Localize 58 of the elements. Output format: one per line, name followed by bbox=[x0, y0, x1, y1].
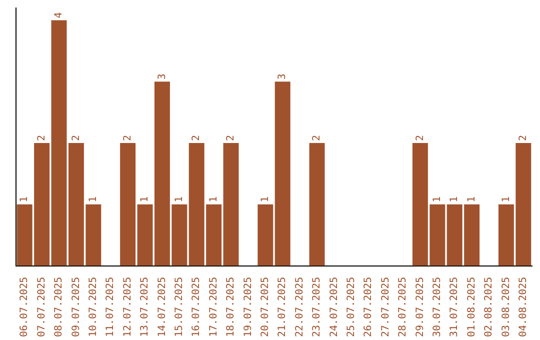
data-label: 2 bbox=[122, 135, 134, 142]
x-tick-label: 28.07.2025 bbox=[398, 276, 409, 338]
x-tick-label: 07.07.2025 bbox=[36, 276, 48, 338]
data-label: 3 bbox=[277, 74, 288, 80]
x-tick-label: 03.08.2025 bbox=[500, 276, 512, 338]
x-tick-label: 02.08.2025 bbox=[484, 276, 495, 338]
data-label: 2 bbox=[312, 135, 323, 142]
x-tick-label: 09.07.2025 bbox=[70, 276, 82, 338]
x-tick-label: 31.07.2025 bbox=[449, 276, 460, 338]
x-tick-label: 10.07.2025 bbox=[88, 276, 99, 338]
data-label: 1 bbox=[208, 196, 220, 202]
x-tick-label: 14.07.2025 bbox=[156, 276, 168, 338]
x-tick-label: 17.07.2025 bbox=[208, 276, 220, 338]
bar bbox=[223, 143, 239, 266]
x-tick-label: 30.07.2025 bbox=[432, 276, 443, 338]
bar bbox=[258, 204, 274, 266]
data-label: 1 bbox=[432, 196, 443, 202]
bar bbox=[309, 143, 325, 266]
data-label: 1 bbox=[88, 196, 99, 202]
x-tick-label: 16.07.2025 bbox=[191, 276, 202, 338]
data-label: 1 bbox=[19, 196, 30, 202]
data-label: 1 bbox=[466, 196, 478, 202]
data-label: 3 bbox=[156, 74, 168, 80]
x-tick-label: 08.07.2025 bbox=[54, 276, 65, 338]
x-tick-label: 27.07.2025 bbox=[380, 276, 392, 338]
data-label: 1 bbox=[140, 196, 151, 202]
x-tick-label: 12.07.2025 bbox=[122, 276, 134, 338]
x-tick-label: 24.07.2025 bbox=[328, 276, 340, 338]
x-tick-label: 06.07.2025 bbox=[19, 276, 30, 338]
x-tick-label: 15.07.2025 bbox=[174, 276, 185, 338]
data-label: 2 bbox=[518, 135, 529, 142]
x-tick-label: 22.07.2025 bbox=[294, 276, 306, 338]
x-tick-label: 23.07.2025 bbox=[312, 276, 323, 338]
data-label: 1 bbox=[260, 196, 271, 202]
data-label: 1 bbox=[174, 196, 185, 202]
x-tick-label: 26.07.2025 bbox=[363, 276, 374, 338]
bar bbox=[137, 204, 153, 266]
bar bbox=[51, 20, 67, 266]
x-tick-label: 18.07.2025 bbox=[226, 276, 237, 338]
x-tick-label: 13.07.2025 bbox=[140, 276, 151, 338]
data-label: 2 bbox=[70, 135, 82, 142]
x-tick-label: 11.07.2025 bbox=[105, 276, 116, 338]
x-tick-label: 21.07.2025 bbox=[277, 276, 288, 338]
x-tick-label: 29.07.2025 bbox=[414, 276, 426, 338]
x-tick-label: 20.07.2025 bbox=[260, 276, 271, 338]
x-tick-label: 19.07.2025 bbox=[242, 276, 254, 338]
bar bbox=[120, 143, 136, 266]
data-label: 2 bbox=[226, 135, 237, 142]
data-label: 4 bbox=[54, 12, 65, 18]
data-label: 2 bbox=[191, 135, 202, 142]
data-label: 2 bbox=[414, 135, 426, 142]
x-tick-label: 04.08.2025 bbox=[518, 276, 529, 338]
bar bbox=[274, 82, 290, 266]
data-label: 1 bbox=[449, 196, 460, 202]
x-tick-label: 01.08.2025 bbox=[466, 276, 478, 338]
data-label: 1 bbox=[500, 196, 512, 202]
x-tick-label: 25.07.2025 bbox=[346, 276, 357, 338]
data-label: 2 bbox=[36, 135, 48, 142]
